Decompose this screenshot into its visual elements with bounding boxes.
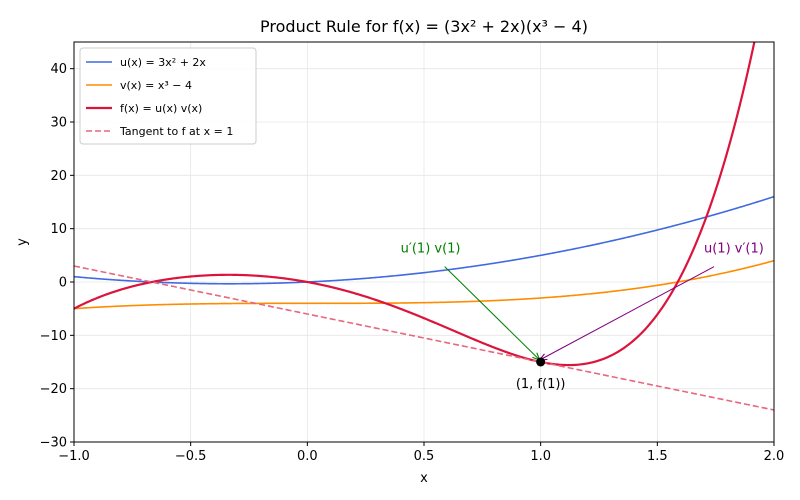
- legend-label: Tangent to f at x = 1: [119, 125, 233, 138]
- point-label: (1, f(1)): [516, 377, 566, 392]
- x-tick-label: 1.5: [647, 449, 668, 464]
- y-tick-label: 30: [50, 116, 67, 131]
- grid: [73, 42, 775, 443]
- arrow-u-v-prime: [540, 266, 715, 360]
- v-curve: [74, 259, 774, 310]
- tangent-line: [74, 265, 774, 411]
- y-tick-label: −10: [40, 329, 67, 344]
- y-tick-label: 10: [50, 222, 67, 237]
- x-tick-label: 2.0: [764, 449, 785, 464]
- arrow-u-prime-v: [444, 266, 540, 360]
- axis-ticks: −1.0 −0.5 0.0 0.5 1.0 1.5 2.0 −30 −20 −10 0 10 20 30 4…: [40, 62, 785, 464]
- annotations: u′(1) v(1) u(1) v′(1) (1, f(1)): [401, 242, 764, 392]
- x-tick-label: 0.5: [414, 449, 435, 464]
- y-tick-label: 0: [59, 276, 67, 291]
- f-curve: [74, 42, 756, 367]
- point-marker: [536, 357, 546, 367]
- y-tick-label: 40: [50, 62, 67, 77]
- plot-area: [74, 42, 774, 411]
- annotation-u-prime-v: u′(1) v(1): [401, 242, 461, 257]
- annotation-u-v-prime: u(1) v′(1): [704, 242, 764, 257]
- u-curve: [74, 195, 774, 285]
- x-tick-label: 1.0: [530, 449, 551, 464]
- x-tick-label: 0.0: [297, 449, 318, 464]
- legend-label: f(x) = u(x) v(x): [120, 102, 202, 115]
- legend-label: v(x) = x³ − 4: [120, 79, 192, 92]
- y-tick-label: 20: [50, 169, 67, 184]
- x-tick-label: −1.0: [58, 449, 90, 464]
- legend-box: [79, 47, 257, 145]
- y-axis-label: y: [15, 238, 30, 246]
- y-tick-label: −30: [40, 436, 67, 451]
- legend-label: u(x) = 3x² + 2x: [120, 56, 206, 69]
- x-axis-label: x: [420, 471, 428, 486]
- legend: u(x) = 3x² + 2x v(x) = x³ − 4 f(x) = u(x) …: [79, 47, 257, 145]
- y-tick-label: −20: [40, 382, 67, 397]
- x-tick-label: −0.5: [175, 449, 207, 464]
- chart-title: Product Rule for f(x) = (3x² + 2x)(x³ − …: [260, 17, 588, 36]
